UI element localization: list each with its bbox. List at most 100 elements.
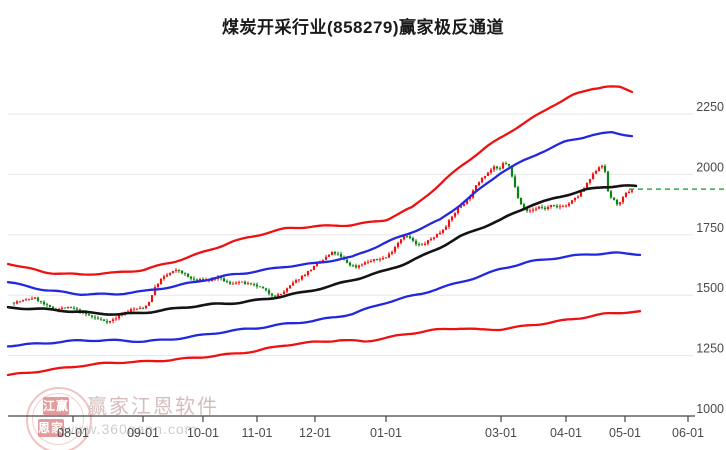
candle-body-down (195, 279, 199, 281)
candle-body-down (612, 197, 616, 200)
candle-body-up (402, 236, 406, 240)
candle-body-down (96, 317, 100, 319)
candle-body-down (498, 168, 502, 170)
candle-body-up (372, 259, 376, 261)
candle-body-up (111, 319, 115, 321)
candle-body-down (51, 306, 55, 310)
candle-body-up (531, 209, 535, 211)
candle-body-up (303, 274, 307, 276)
candle-body-up (480, 178, 484, 183)
candle-body-down (102, 319, 106, 321)
candle-body-down (63, 307, 67, 309)
candle-body-up (327, 254, 331, 257)
candle-body-up (132, 308, 136, 310)
candle-body-down (93, 316, 97, 318)
y-tick-label: 1750 (696, 221, 724, 235)
candle-body-down (48, 304, 52, 307)
candle-body-down (525, 208, 529, 211)
candle-body-down (606, 171, 610, 192)
candle-body-up (129, 309, 133, 312)
channel-upper-inner-blue-line (6, 130, 634, 296)
candle-body-up (30, 298, 34, 300)
candle-body-down (408, 236, 412, 239)
candle-body-down (72, 308, 76, 309)
candle-body-up (426, 240, 430, 244)
candle-body-up (474, 185, 478, 191)
candle-body-down (420, 244, 424, 246)
candle-body-up (171, 271, 175, 273)
candle-body-up (27, 299, 31, 301)
watermark-url-text: www.360gann.com (64, 421, 198, 437)
candle-body-down (516, 187, 520, 198)
candle-body-down (339, 253, 343, 257)
candle-body-up (546, 206, 550, 210)
candle-body-down (405, 236, 409, 237)
candle-body-up (279, 293, 283, 295)
candle-body-down (615, 199, 619, 205)
candle-body-up (306, 271, 310, 275)
candle-body-up (384, 257, 388, 259)
x-tick-label: 11-01 (241, 426, 272, 440)
candle-body-down (186, 273, 190, 277)
candle-body-up (357, 265, 361, 268)
candle-body-down (90, 315, 94, 317)
candle-body-down (243, 281, 247, 284)
candle-body-up (297, 279, 301, 281)
candle-body-down (552, 205, 556, 206)
candle-body-up (369, 260, 373, 262)
candle-body-up (60, 307, 64, 309)
candle-body-down (522, 204, 526, 209)
candle-body-up (144, 305, 148, 309)
channel-lower-outer-red-line (6, 310, 642, 377)
candle-body-down (414, 240, 418, 245)
candle-body-up (66, 307, 70, 309)
candle-body-up (21, 300, 25, 302)
candle-body-up (621, 197, 625, 203)
candle-body-up (312, 265, 316, 270)
candle-body-up (108, 320, 112, 323)
candle-body-up (465, 199, 469, 204)
candle-body-up (624, 192, 628, 198)
channel-upper-outer-red-line (6, 85, 634, 276)
chart-title: 煤炭开采行业(858279)赢家极反通道 (221, 18, 505, 37)
candle-body-down (609, 191, 613, 198)
candle-body-up (588, 179, 592, 183)
candle-body-up (432, 237, 436, 239)
x-tick-label: 12-01 (299, 426, 331, 440)
candle-body-up (198, 279, 202, 281)
candle-body-down (42, 301, 46, 305)
candle-body-up (630, 190, 634, 192)
watermark-seal-icon: 江赢 恩家 (26, 387, 92, 450)
candle-body-up (18, 301, 22, 303)
candle-body-down (180, 270, 184, 274)
candle-body-up (147, 302, 151, 306)
candle-body-down (39, 301, 43, 302)
x-tick-label: 09-01 (127, 426, 159, 440)
candle-body-down (375, 259, 379, 260)
candle-body-up (573, 197, 577, 201)
candle-body-up (444, 226, 448, 230)
candle-body-down (183, 273, 187, 274)
candle-body-down (87, 314, 91, 316)
candle-body-up (24, 299, 28, 301)
candle-body-down (519, 197, 523, 205)
candle-body-up (240, 281, 244, 283)
candle-body-up (462, 203, 466, 206)
candle-body-up (168, 272, 172, 275)
candle-body-down (354, 265, 358, 268)
candle-body-up (579, 191, 583, 197)
candle-body-down (45, 304, 49, 306)
candle-body-up (561, 206, 565, 208)
candle-body-up (246, 283, 250, 285)
candle-body-down (543, 207, 547, 210)
candle-body-up (549, 205, 553, 207)
candle-body-up (294, 280, 298, 283)
candle-body-up (138, 307, 142, 309)
candle-body-up (438, 232, 442, 235)
candle-body-down (222, 278, 226, 282)
watermark-seal-text-bottom: 恩家 (38, 419, 65, 437)
candle-body-up (285, 288, 289, 292)
candle-body-up (237, 281, 241, 283)
